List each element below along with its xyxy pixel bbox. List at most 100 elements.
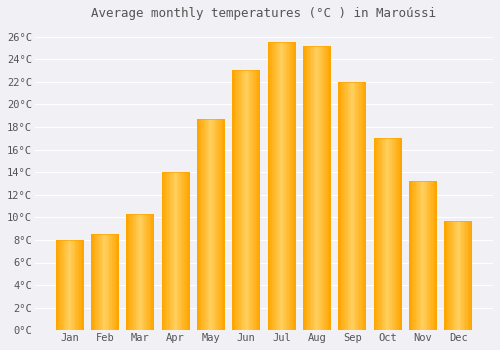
Bar [74,240,75,330]
Bar [134,214,136,330]
Bar [350,82,351,330]
Bar [307,46,308,330]
Bar [458,221,460,330]
Bar [445,221,471,330]
Bar [108,234,109,330]
Bar [345,82,346,330]
Bar [181,172,182,330]
Bar [172,172,174,330]
Bar [273,42,274,330]
Bar [448,221,450,330]
Bar [152,214,154,330]
Bar [322,46,324,330]
Bar [164,172,166,330]
Bar [462,221,464,330]
Bar [246,70,248,330]
Bar [98,234,100,330]
Bar [380,138,382,330]
Bar [258,70,259,330]
Bar [418,181,420,330]
Bar [244,70,245,330]
Bar [256,70,258,330]
Bar [312,46,314,330]
Bar [354,82,355,330]
Bar [118,234,119,330]
Bar [140,214,141,330]
Bar [431,181,432,330]
Bar [303,46,304,330]
Bar [72,240,74,330]
Bar [420,181,422,330]
Bar [378,138,379,330]
Bar [167,172,168,330]
Bar [64,240,66,330]
Bar [321,46,322,330]
Bar [211,119,212,330]
Bar [290,42,292,330]
Bar [176,172,177,330]
Bar [204,119,206,330]
Bar [427,181,428,330]
Bar [201,119,202,330]
Bar [105,234,106,330]
Bar [392,138,393,330]
Bar [276,42,278,330]
Bar [268,42,295,330]
Bar [456,221,457,330]
Bar [325,46,326,330]
Bar [326,46,328,330]
Bar [274,42,276,330]
Bar [465,221,466,330]
Bar [138,214,139,330]
Bar [386,138,388,330]
Bar [248,70,249,330]
Bar [358,82,359,330]
Bar [96,234,98,330]
Bar [304,46,306,330]
Bar [162,172,163,330]
Bar [436,181,437,330]
Bar [198,119,224,330]
Bar [238,70,240,330]
Bar [268,42,269,330]
Bar [150,214,152,330]
Bar [127,214,154,330]
Bar [198,119,200,330]
Bar [398,138,400,330]
Bar [66,240,67,330]
Bar [461,221,462,330]
Bar [283,42,284,330]
Bar [338,82,340,330]
Bar [320,46,321,330]
Bar [460,221,461,330]
Bar [57,240,58,330]
Bar [306,46,307,330]
Bar [254,70,256,330]
Bar [182,172,184,330]
Bar [220,119,222,330]
Bar [410,181,412,330]
Bar [94,234,95,330]
Bar [58,240,60,330]
Bar [148,214,150,330]
Bar [396,138,398,330]
Bar [186,172,188,330]
Bar [355,82,356,330]
Bar [328,46,330,330]
Bar [310,46,312,330]
Bar [422,181,423,330]
Bar [133,214,134,330]
Bar [95,234,96,330]
Bar [142,214,143,330]
Bar [143,214,144,330]
Bar [346,82,348,330]
Bar [128,214,129,330]
Bar [447,221,448,330]
Bar [214,119,215,330]
Bar [341,82,342,330]
Bar [278,42,279,330]
Bar [91,234,92,330]
Bar [92,234,118,330]
Bar [393,138,394,330]
Bar [270,42,272,330]
